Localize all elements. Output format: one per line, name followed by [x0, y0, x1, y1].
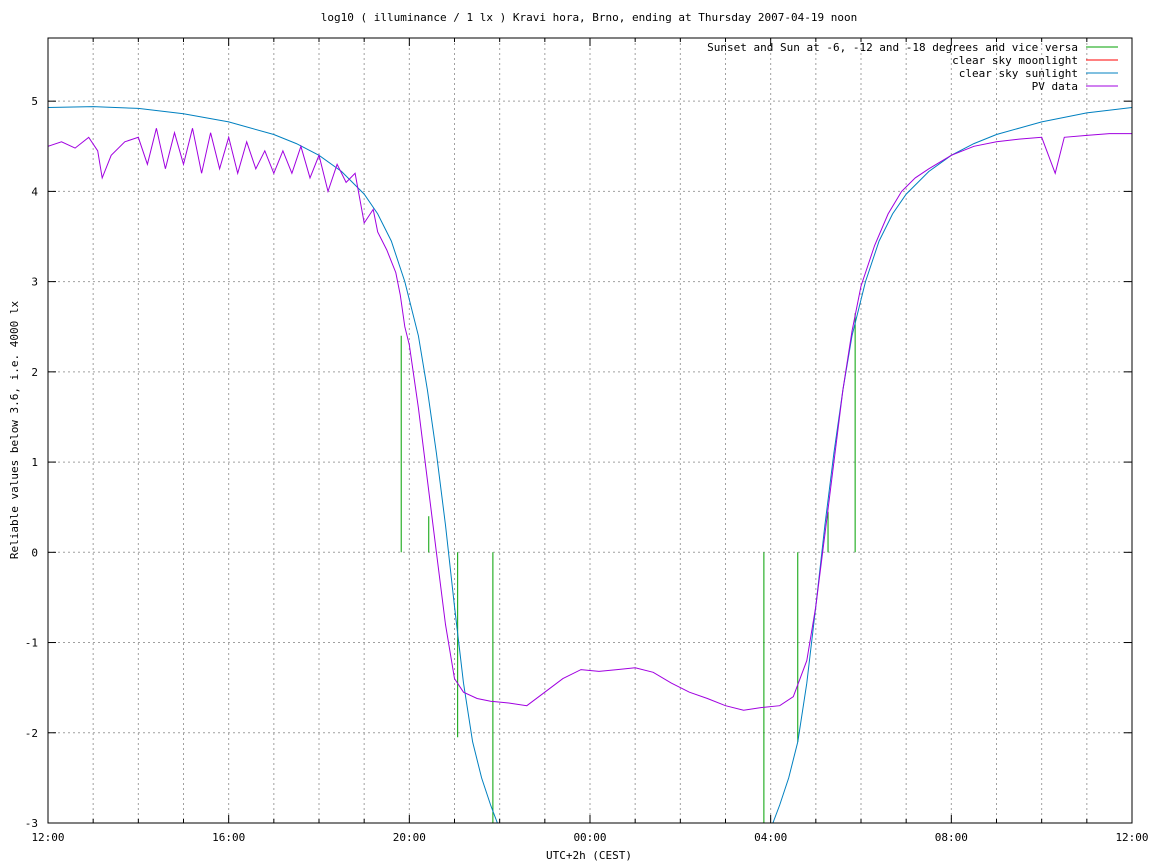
series-line-2: [47, 106, 1133, 824]
x-tick-label: 08:00: [935, 831, 968, 844]
x-tick-label: 00:00: [573, 831, 606, 844]
x-tick-label: 20:00: [393, 831, 426, 844]
y-tick-label: 1: [31, 456, 38, 469]
x-tick-label: 04:00: [754, 831, 787, 844]
y-tick-label: 4: [31, 185, 38, 198]
x-tick-label: 12:00: [31, 831, 64, 844]
y-tick-label: 2: [31, 366, 38, 379]
y-tick-label: 5: [31, 95, 38, 108]
legend-label: clear sky moonlight: [952, 54, 1078, 67]
legend-label: Sunset and Sun at -6, -12 and -18 degree…: [707, 41, 1078, 54]
chart-title: log10 ( illuminance / 1 lx ) Kravi hora,…: [321, 11, 857, 24]
x-tick-label: 16:00: [212, 831, 245, 844]
legend-label: PV data: [1032, 80, 1078, 93]
data-layer: [47, 106, 1133, 824]
y-tick-label: 0: [31, 546, 38, 559]
y-tick-label: -2: [25, 727, 38, 740]
y-tick-label: -3: [25, 817, 38, 830]
x-tick-label: 12:00: [1115, 831, 1148, 844]
legend: Sunset and Sun at -6, -12 and -18 degree…: [707, 41, 1118, 93]
y-tick-label: 3: [31, 276, 38, 289]
y-axis-label: Reliable values below 3.6, i.e. 4000 lx: [8, 300, 21, 559]
legend-label: clear sky sunlight: [959, 67, 1078, 80]
x-axis-label: UTC+2h (CEST): [546, 849, 632, 862]
grid-layer: [48, 38, 1132, 823]
y-tick-label: -1: [25, 637, 38, 650]
series-line-3: [47, 128, 1132, 711]
tick-layer: 12:00 16:00 20:00 00:00 04:00 08:00 12:00-3-2-…: [25, 38, 1149, 844]
